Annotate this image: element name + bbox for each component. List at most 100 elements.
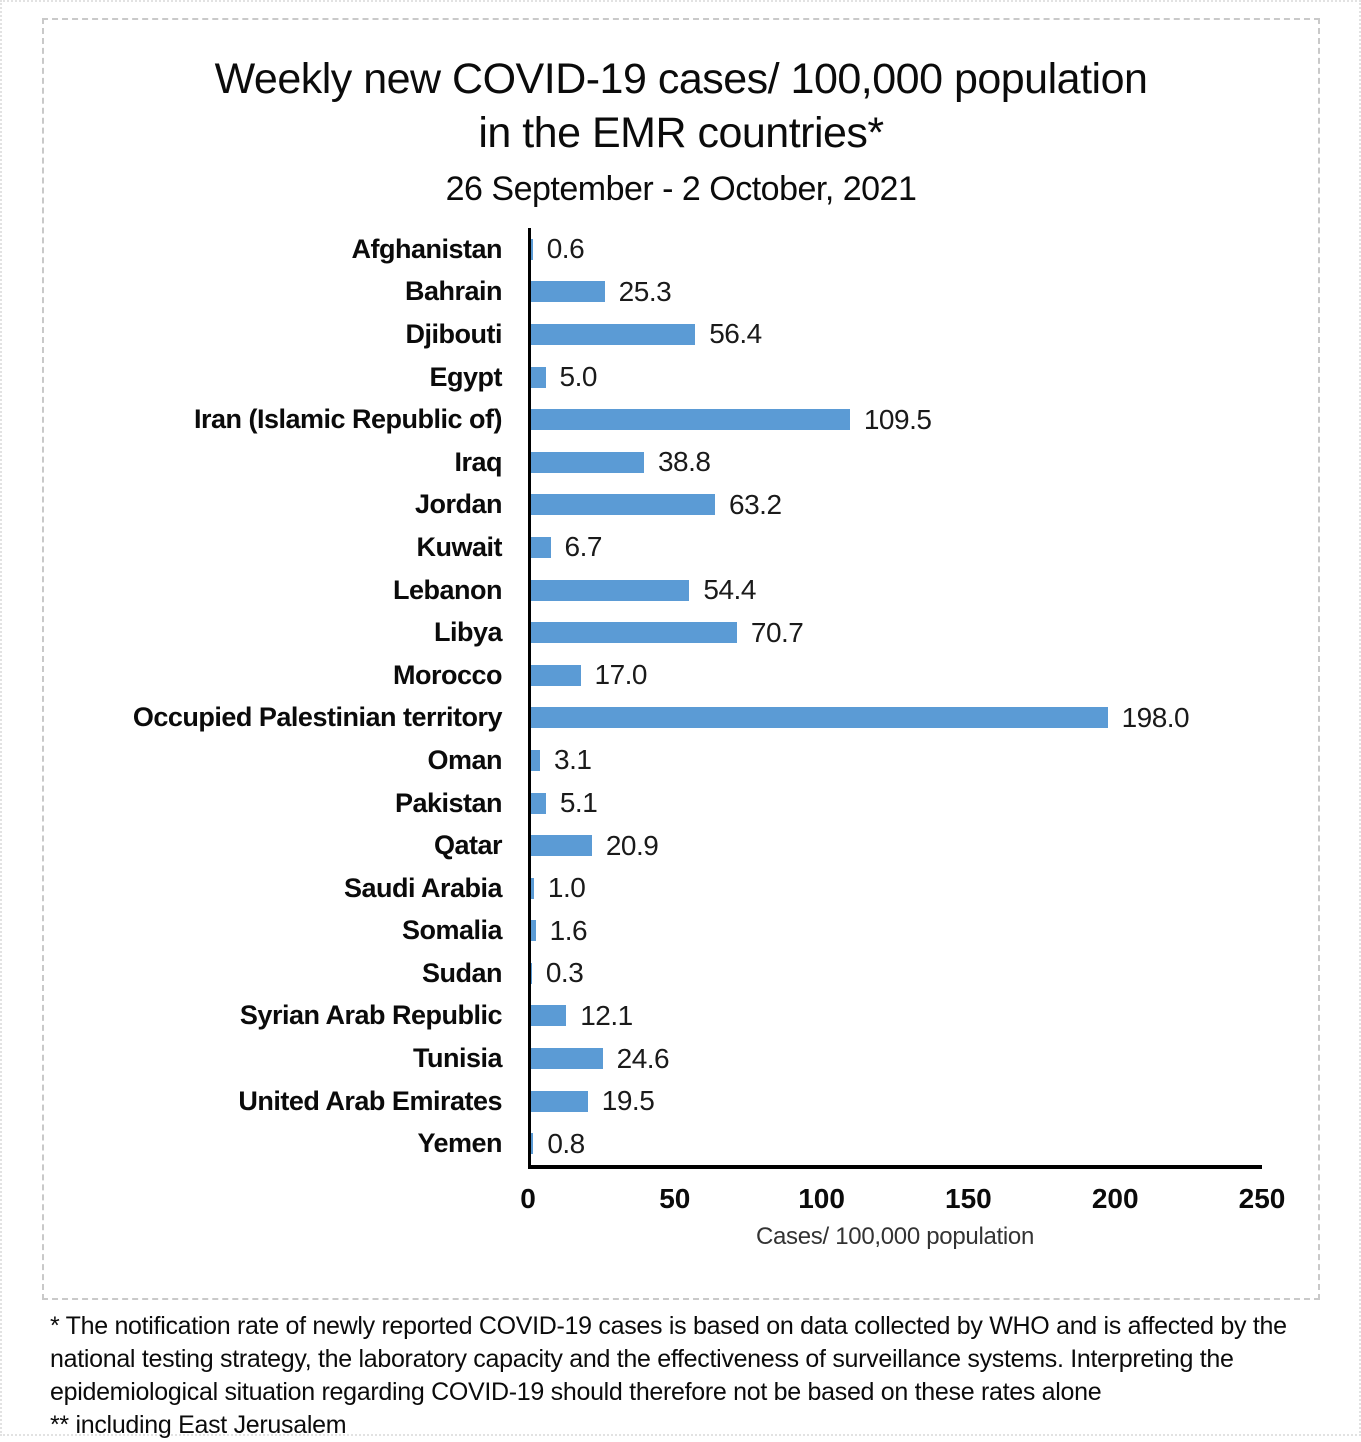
bar xyxy=(531,707,1108,729)
bar-row: Pakistan 5.1 xyxy=(44,781,1318,825)
row-plot: 6.7 xyxy=(528,526,1259,569)
bar-row: Syrian Arab Republic 12.1 xyxy=(44,994,1318,1038)
category-label: Syrian Arab Republic xyxy=(239,1000,503,1031)
bar-row: Iraq 38.8 xyxy=(44,440,1318,484)
bar-row: Somalia 1.6 xyxy=(44,909,1318,953)
bar xyxy=(531,1005,567,1027)
row-plot: 54.4 xyxy=(528,568,1259,612)
bar xyxy=(531,792,546,814)
bar-row: Tunisia 24.6 xyxy=(44,1037,1318,1080)
value-label: 19.5 xyxy=(601,1085,655,1117)
x-tick-label: 100 xyxy=(798,1183,845,1215)
value-label: 24.6 xyxy=(616,1042,670,1074)
category-label: United Arab Emirates xyxy=(238,1085,502,1116)
row-plot: 38.8 xyxy=(528,440,1259,484)
row-plot: 5.0 xyxy=(528,355,1259,399)
row-plot: 109.5 xyxy=(528,398,1259,441)
row-plot: 19.5 xyxy=(528,1079,1259,1123)
bar xyxy=(531,877,534,899)
bar xyxy=(531,494,716,516)
value-label: 1.0 xyxy=(547,872,586,904)
x-ticks: 0 50 100 150 200 250 xyxy=(520,1169,1285,1217)
bar xyxy=(531,664,581,686)
bar-row: Djibouti 56.4 xyxy=(44,313,1318,356)
value-label: 56.4 xyxy=(709,318,762,350)
row-plot: 1.0 xyxy=(528,866,1259,910)
value-label: 25.3 xyxy=(618,275,672,307)
bar xyxy=(531,323,696,345)
bar-row: Bahrain 25.3 xyxy=(44,270,1318,314)
bar-row: Libya 70.7 xyxy=(44,611,1318,654)
bar xyxy=(531,409,850,431)
category-label: Djibouti xyxy=(405,318,503,349)
bar xyxy=(531,238,533,260)
category-label: Somalia xyxy=(401,915,503,946)
category-label: Kuwait xyxy=(416,531,502,562)
bar xyxy=(531,622,737,644)
bar xyxy=(531,366,546,388)
x-tick-label: 0 xyxy=(520,1183,536,1215)
value-label: 63.2 xyxy=(729,488,782,520)
category-label: Egypt xyxy=(429,361,502,392)
value-label: 0.6 xyxy=(546,233,585,265)
row-plot: 25.3 xyxy=(528,270,1259,314)
row-plot: 3.1 xyxy=(528,739,1259,782)
value-label: 12.1 xyxy=(580,999,633,1031)
category-label: Saudi Arabia xyxy=(343,872,503,903)
bar-row: Occupied Palestinian territory 198.0 xyxy=(44,696,1318,740)
bar-row: Iran (Islamic Republic of) 109.5 xyxy=(44,398,1318,441)
row-plot: 17.0 xyxy=(528,653,1259,697)
value-label: 1.6 xyxy=(549,914,588,946)
category-label: Iran (Islamic Republic of) xyxy=(193,404,503,435)
bar xyxy=(531,536,551,558)
category-label: Iraq xyxy=(454,446,502,477)
bar-row: Sudan 0.3 xyxy=(44,952,1318,995)
category-label: Lebanon xyxy=(393,574,503,605)
category-label: Oman xyxy=(427,744,502,775)
bar-row: Yemen 0.8 xyxy=(44,1122,1318,1166)
category-label: Tunisia xyxy=(412,1043,503,1074)
category-label: Qatar xyxy=(433,830,503,861)
bar xyxy=(531,749,541,771)
row-plot: 198.0 xyxy=(528,696,1259,740)
row-plot: 24.6 xyxy=(528,1037,1259,1080)
x-axis-line xyxy=(528,1165,1262,1170)
bar xyxy=(531,1090,588,1112)
chart-area: Afghanistan 0.6 Bahrain 25.3 Djibouti 56… xyxy=(44,228,1318,1251)
x-axis-title: Cases/ 100,000 population xyxy=(755,1223,1035,1251)
bar xyxy=(531,1048,603,1070)
x-tick-label: 150 xyxy=(945,1183,992,1215)
value-label: 0.8 xyxy=(547,1127,585,1159)
bar-row: Lebanon 54.4 xyxy=(44,568,1318,612)
category-label: Yemen xyxy=(417,1128,502,1159)
bar-row: United Arab Emirates 19.5 xyxy=(44,1079,1318,1123)
bar-row: Afghanistan 0.6 xyxy=(44,228,1318,271)
value-label: 5.1 xyxy=(559,787,598,819)
x-tick-label: 250 xyxy=(1238,1183,1286,1215)
footnote-text: * The notification rate of newly reporte… xyxy=(50,1312,1287,1406)
category-label: Libya xyxy=(433,617,503,648)
bar xyxy=(531,1133,534,1155)
footnote-block: * The notification rate of newly reporte… xyxy=(50,1310,1342,1442)
value-label: 3.1 xyxy=(554,744,592,776)
bar-row: Kuwait 6.7 xyxy=(44,526,1318,569)
value-label: 54.4 xyxy=(703,574,756,606)
bar xyxy=(531,451,644,473)
row-plot: 12.1 xyxy=(528,994,1259,1038)
category-label: Pakistan xyxy=(394,787,503,818)
value-label: 109.5 xyxy=(863,403,932,435)
row-plot: 70.7 xyxy=(528,611,1259,654)
row-plot: 0.3 xyxy=(528,952,1259,995)
bar-row: Oman 3.1 xyxy=(44,739,1318,782)
row-plot: 0.6 xyxy=(528,228,1259,271)
bar-rows: Afghanistan 0.6 Bahrain 25.3 Djibouti 56… xyxy=(44,228,1318,1166)
footnote-east-jerusalem: ** including East Jerusalem xyxy=(50,1411,347,1439)
category-label: Afghanistan xyxy=(351,233,502,264)
value-label: 20.9 xyxy=(605,829,659,861)
value-label: 0.3 xyxy=(545,957,584,989)
value-label: 5.0 xyxy=(559,361,598,393)
category-label: Occupied Palestinian territory xyxy=(132,702,503,733)
row-plot: 56.4 xyxy=(528,313,1259,356)
category-label: Morocco xyxy=(392,659,503,690)
